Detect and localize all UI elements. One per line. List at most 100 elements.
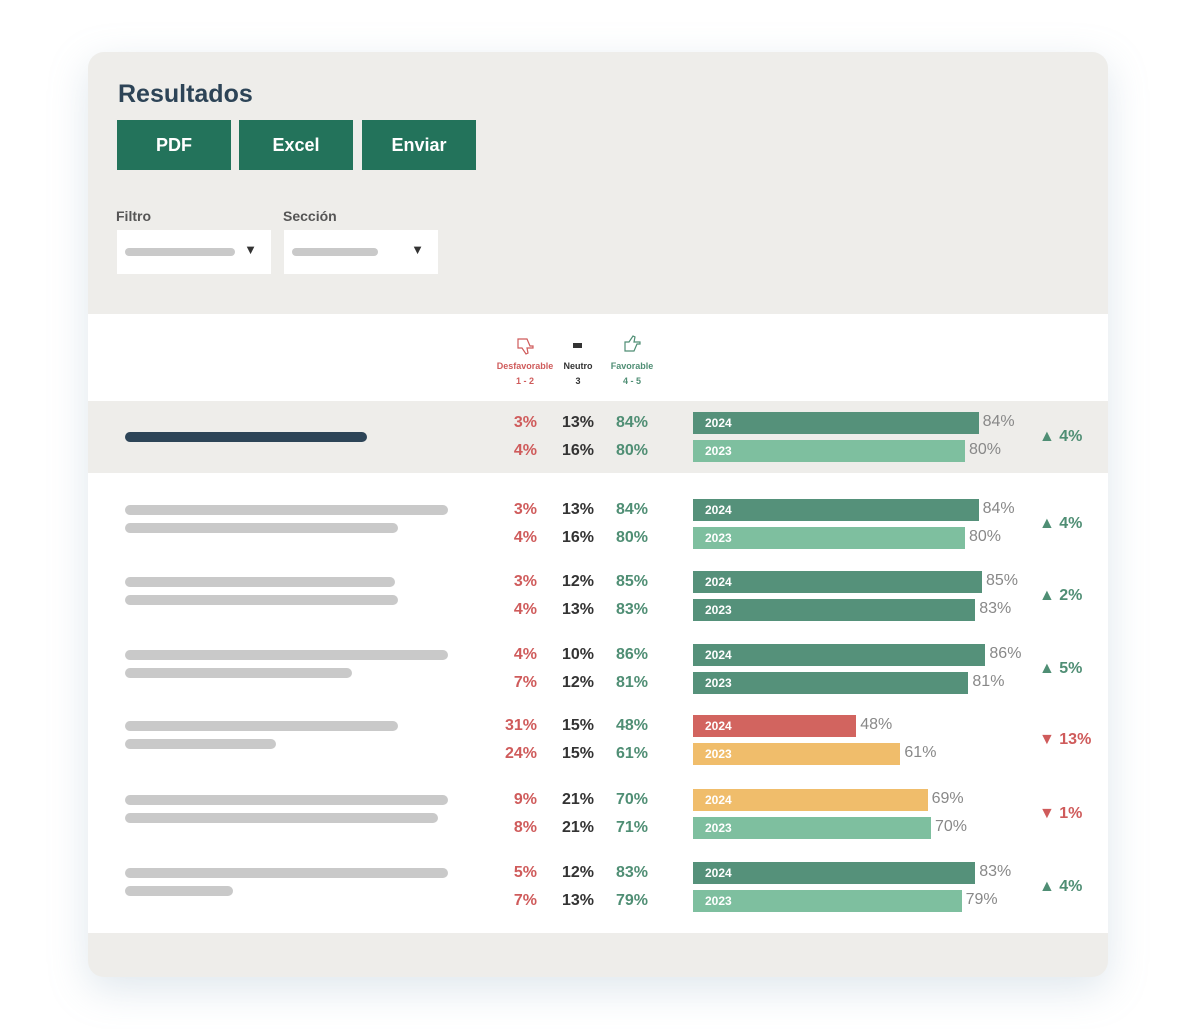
thumbs-up-icon bbox=[624, 335, 641, 352]
text-placeholder bbox=[125, 868, 448, 878]
unfavorable-pct: 4% bbox=[513, 442, 537, 459]
bar bbox=[693, 862, 976, 884]
unfavorable-pct: 3% bbox=[513, 414, 537, 431]
change: ▲ 4% bbox=[1039, 515, 1083, 532]
change: ▲ 4% bbox=[1039, 878, 1083, 895]
favorable-pct: 71% bbox=[615, 819, 649, 836]
neutral-pct: 21% bbox=[561, 791, 595, 808]
favorable-pct: 48% bbox=[615, 717, 649, 734]
favorable-pct: 80% bbox=[615, 442, 649, 459]
bar-value-label: 84% bbox=[982, 500, 1015, 517]
neutral-pct: 12% bbox=[561, 864, 595, 881]
favorable-pct: 85% bbox=[615, 573, 649, 590]
text-placeholder bbox=[125, 523, 398, 533]
text-placeholder bbox=[125, 795, 448, 805]
text-placeholder bbox=[125, 577, 395, 587]
neutral-pct: 13% bbox=[561, 501, 595, 518]
year-label: 2023 bbox=[705, 747, 732, 761]
year-label: 2023 bbox=[705, 894, 732, 908]
bar-value-label: 61% bbox=[904, 744, 937, 761]
bar bbox=[693, 440, 965, 462]
send-button[interactable]: Enviar bbox=[362, 120, 476, 170]
section-dropdown[interactable]: ▼ bbox=[284, 230, 438, 274]
excel-button[interactable]: Excel bbox=[239, 120, 353, 170]
bar-value-label: 85% bbox=[986, 572, 1019, 589]
neutral-pct: 16% bbox=[561, 442, 595, 459]
bar bbox=[693, 571, 982, 593]
neutral-pct: 15% bbox=[561, 717, 595, 734]
year-label: 2023 bbox=[705, 531, 732, 545]
year-label: 2024 bbox=[705, 416, 732, 430]
bar bbox=[693, 672, 969, 694]
unfavorable-pct: 4% bbox=[513, 601, 537, 618]
filter-label: Filtro bbox=[116, 208, 151, 224]
neutral-pct: 13% bbox=[561, 892, 595, 909]
neutral-pct: 10% bbox=[561, 646, 595, 663]
unfavorable-pct: 31% bbox=[504, 717, 537, 734]
favorable-pct: 61% bbox=[615, 745, 649, 762]
bar bbox=[693, 890, 962, 912]
legend-range: 3 bbox=[575, 376, 581, 386]
bar bbox=[693, 743, 901, 765]
year-label: 2024 bbox=[705, 648, 732, 662]
year-label: 2024 bbox=[705, 719, 732, 733]
text-placeholder bbox=[125, 595, 398, 605]
bar bbox=[693, 527, 965, 549]
text-placeholder bbox=[125, 505, 448, 515]
year-label: 2024 bbox=[705, 866, 732, 880]
favorable-pct: 83% bbox=[615, 601, 649, 618]
bar-value-label: 70% bbox=[935, 818, 968, 835]
unfavorable-pct: 7% bbox=[513, 674, 537, 691]
change: ▲ 4% bbox=[1039, 428, 1083, 445]
unfavorable-pct: 24% bbox=[504, 745, 537, 762]
neutral-pct: 15% bbox=[561, 745, 595, 762]
unfavorable-pct: 4% bbox=[513, 529, 537, 546]
favorable-pct: 79% bbox=[615, 892, 649, 909]
filter-dropdown[interactable]: ▼ bbox=[117, 230, 271, 274]
text-placeholder bbox=[125, 813, 438, 823]
bar-value-label: 69% bbox=[931, 790, 964, 807]
year-label: 2023 bbox=[705, 821, 732, 835]
favorable-pct: 83% bbox=[615, 864, 649, 881]
favorable-pct: 86% bbox=[615, 646, 649, 663]
bar-value-label: 86% bbox=[989, 645, 1022, 662]
change: ▲ 5% bbox=[1039, 660, 1083, 677]
bar bbox=[693, 412, 979, 434]
bar-value-label: 84% bbox=[982, 413, 1015, 430]
bar bbox=[693, 644, 986, 666]
year-label: 2023 bbox=[705, 603, 732, 617]
bar-value-label: 83% bbox=[979, 863, 1012, 880]
favorable-pct: 84% bbox=[615, 501, 649, 518]
unfavorable-pct: 3% bbox=[513, 501, 537, 518]
unfavorable-pct: 3% bbox=[513, 573, 537, 590]
pdf-button[interactable]: PDF bbox=[117, 120, 231, 170]
bar bbox=[693, 789, 928, 811]
text-placeholder bbox=[125, 886, 233, 896]
bar-value-label: 79% bbox=[965, 891, 998, 908]
legend-range: 1 - 2 bbox=[515, 376, 534, 386]
text-placeholder bbox=[125, 739, 276, 749]
legend-label: Neutro bbox=[563, 361, 593, 371]
thumbs-down-icon bbox=[517, 338, 534, 355]
bar bbox=[693, 499, 979, 521]
neutral-pct: 12% bbox=[561, 674, 595, 691]
neutral-icon bbox=[573, 343, 582, 348]
title: Resultados bbox=[118, 80, 253, 108]
favorable-pct: 84% bbox=[615, 414, 649, 431]
legend-label: Desfavorable bbox=[496, 361, 554, 371]
summary-placeholder bbox=[125, 432, 367, 442]
bar-value-label: 80% bbox=[969, 528, 1002, 545]
neutral-pct: 13% bbox=[561, 601, 595, 618]
bar bbox=[693, 817, 931, 839]
results-card: Resultados PDF Excel Enviar Filtro Secci… bbox=[88, 52, 1108, 977]
text-placeholder bbox=[125, 721, 398, 731]
bar-value-label: 48% bbox=[860, 716, 893, 733]
neutral-pct: 13% bbox=[561, 414, 595, 431]
bar-value-label: 83% bbox=[979, 600, 1012, 617]
text-placeholder bbox=[125, 668, 352, 678]
section-label: Sección bbox=[283, 208, 337, 224]
year-label: 2024 bbox=[705, 793, 732, 807]
bar bbox=[693, 599, 976, 621]
year-label: 2023 bbox=[705, 676, 732, 690]
